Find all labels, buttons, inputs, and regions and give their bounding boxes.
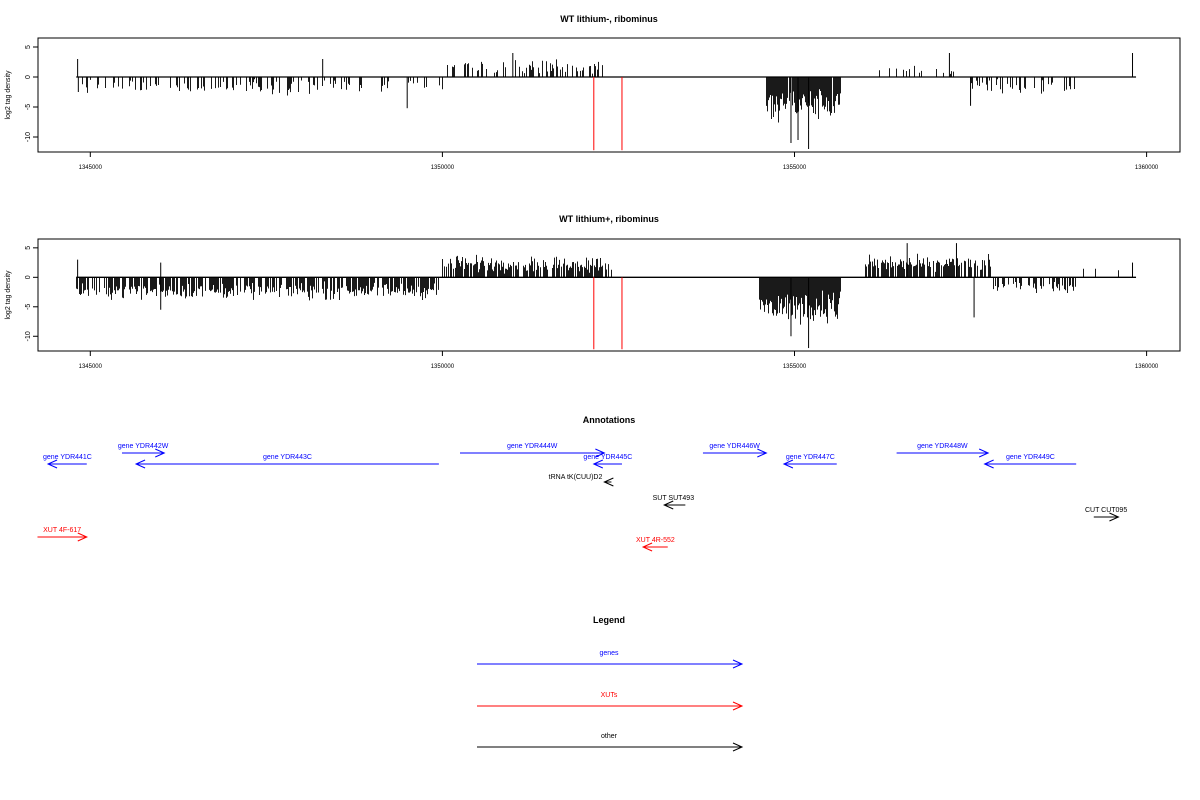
feature-label: tRNA tK(CUU)D2 (549, 474, 603, 481)
feature-arrow (37, 532, 89, 542)
plot-frame (37, 238, 1181, 352)
feature-arrow (460, 448, 606, 458)
y-tick-label: -5 (25, 304, 32, 310)
feature-label: gene YDR449C (1006, 454, 1055, 461)
x-tick-label: 1360000 (1135, 165, 1159, 171)
legend-panel: Legend genes XUTs other (477, 615, 744, 752)
x-tick-label: 1345000 (79, 364, 103, 370)
x-tick-label: 1350000 (431, 165, 455, 171)
feature-label: gene YDR447C (786, 454, 835, 461)
feature-label: gene YDR441C (43, 454, 92, 461)
feature-label: CUT CUT095 (1085, 507, 1127, 514)
feature-arrow (641, 542, 668, 552)
feature-arrow (983, 459, 1077, 469)
feature-arrow (121, 448, 166, 458)
y-tick-label: 0 (25, 275, 32, 279)
y-tick-label: -10 (25, 331, 32, 341)
x-tick-label: 1355000 (783, 165, 807, 171)
density-bars (77, 53, 1134, 149)
legend-arrow (477, 659, 744, 669)
feature-label: XUT 4R-552 (636, 537, 675, 544)
feature-label: gene YDR448W (917, 443, 968, 450)
y-tick-label: 5 (25, 45, 32, 49)
legend-arrow (477, 742, 744, 752)
feature-arrow (702, 448, 768, 458)
feature-label: gene YDR442W (118, 443, 169, 450)
legend-title: Legend (593, 615, 625, 625)
legend-label: genes (599, 650, 619, 657)
feature-label: XUT 4F-617 (43, 527, 81, 534)
annotations-title: Annotations (583, 415, 636, 425)
feature-arrow (134, 459, 439, 469)
y-tick-label: 0 (25, 75, 32, 79)
y-tick-label: 5 (25, 246, 32, 250)
x-tick-label: 1345000 (79, 165, 103, 171)
feature-arrow (603, 477, 614, 487)
panel-title: WT lithium-, ribominus (560, 14, 658, 24)
y-axis-label: log2 tag density (5, 70, 12, 120)
feature-label: SUT SUT493 (653, 495, 695, 502)
plot-frame (37, 37, 1181, 153)
lithium-minus-panel: WT lithium-, ribominus log2 tag density 5 0… (5, 14, 1181, 171)
feature-arrow (896, 448, 990, 458)
feature-label: gene YDR445C (583, 454, 632, 461)
feature-arrow (662, 500, 686, 510)
panel-title: WT lithium+, ribominus (559, 214, 659, 224)
annotations-panel: Annotations gene YDR441C gene YDR442W gene … (37, 415, 1127, 552)
feature-arrow (46, 459, 87, 469)
feature-arrow (782, 459, 837, 469)
legend-label: other (601, 733, 618, 740)
x-tick-label: 1350000 (431, 364, 455, 370)
feature-label: gene YDR446W (709, 443, 760, 450)
x-tick-label: 1355000 (783, 364, 807, 370)
legend-arrow (477, 701, 744, 711)
feature-label: gene YDR444W (507, 443, 558, 450)
feature-label: gene YDR443C (263, 454, 312, 461)
y-tick-label: -10 (25, 132, 32, 142)
legend-label: XUTs (601, 692, 618, 699)
y-tick-label: -5 (25, 104, 32, 110)
lithium-plus-panel: WT lithium+, ribominus log2 tag density 5 0… (5, 214, 1181, 370)
density-bars (76, 243, 1134, 349)
feature-arrow (1093, 512, 1120, 522)
x-tick-label: 1360000 (1135, 364, 1159, 370)
feature-arrow (592, 459, 622, 469)
y-axis-label: log2 tag density (5, 270, 12, 320)
